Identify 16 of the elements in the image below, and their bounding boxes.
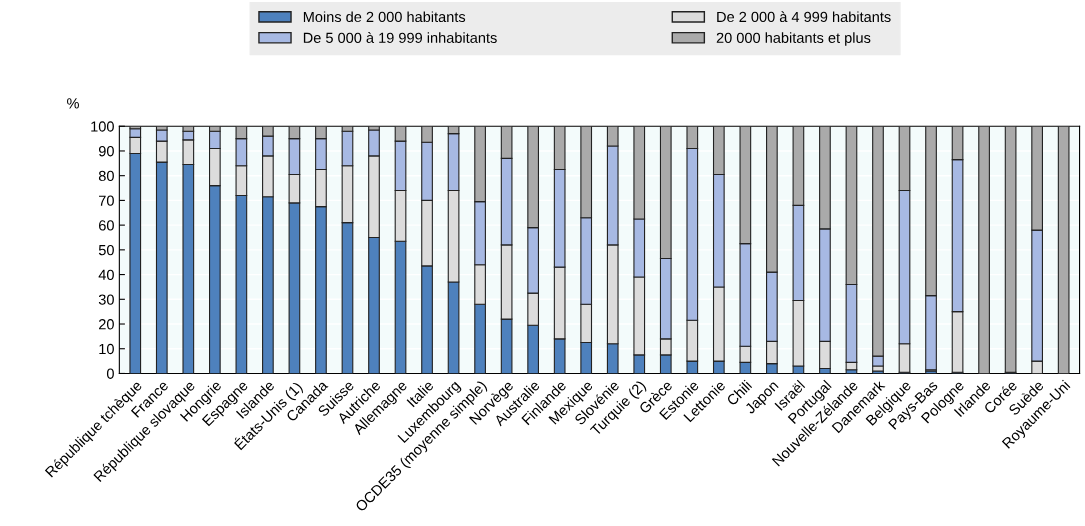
y-tick-label: 100 (91, 121, 114, 132)
y-axis-title: % (67, 98, 79, 109)
y-tick-label: 20 (99, 319, 114, 330)
y-tick-label: 60 (99, 220, 114, 231)
y-tick-label: 50 (98, 244, 114, 256)
y-tick-label: 0 (106, 368, 114, 379)
legend-label: De 5 000 à 19 999 inhabitants (303, 32, 497, 43)
y-tick-label: 70 (99, 195, 114, 206)
y-tick-label: 90 (98, 146, 114, 157)
y-tick-label: 30 (98, 294, 114, 305)
legend-label: 20 000 habitants et plus (716, 32, 871, 46)
y-tick-label: 40 (98, 269, 114, 280)
y-tick-label: 10 (99, 343, 114, 355)
legend-label: Moins de 2 000 habitants (303, 11, 466, 23)
legend-label: De 2 000 à 4 999 habitants (717, 11, 891, 23)
y-tick-label: 80 (98, 170, 114, 182)
